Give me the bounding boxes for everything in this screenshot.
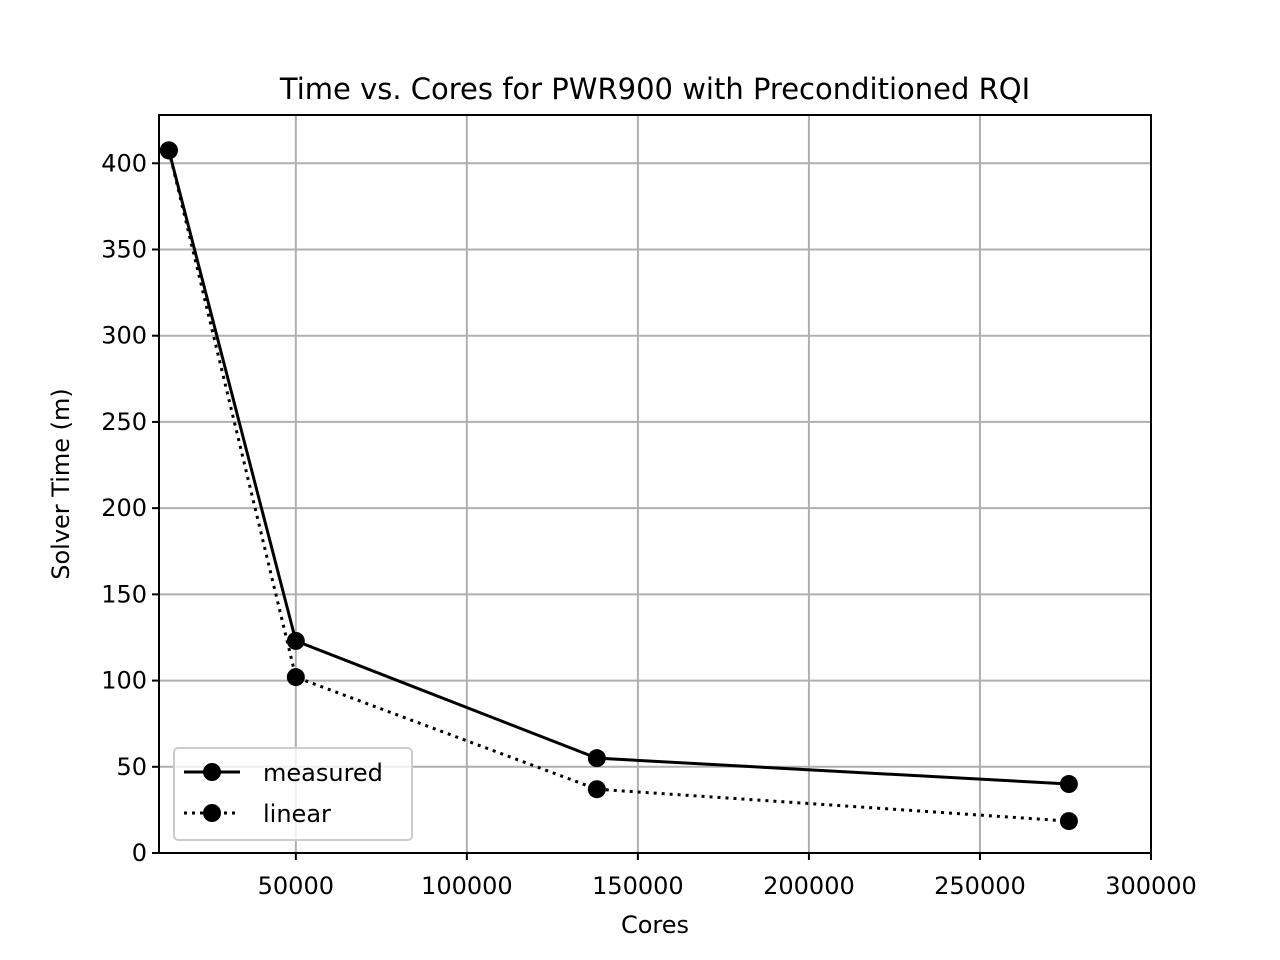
legend-label-measured: measured (263, 759, 383, 787)
legend-marker-linear (203, 804, 221, 822)
legend-label-linear: linear (263, 800, 331, 828)
chart-title: Time vs. Cores for PWR900 with Precondit… (279, 72, 1030, 106)
y-tick-label: 200 (101, 494, 147, 522)
y-tick-label: 100 (101, 667, 147, 695)
data-point-measured (286, 631, 305, 650)
y-tick-label: 400 (101, 149, 147, 177)
x-tick-label: 200000 (763, 872, 855, 900)
y-tick-label: 250 (101, 408, 147, 436)
y-tick-label: 300 (101, 322, 147, 350)
series-line-measured (167, 149, 1069, 786)
y-axis-label: Solver Time (m) (47, 388, 75, 580)
data-point-linear (286, 668, 305, 687)
x-tick-label: 150000 (592, 872, 684, 900)
x-tick-label: 300000 (1105, 872, 1197, 900)
data-point-linear (159, 141, 178, 160)
y-tick-label: 50 (116, 753, 147, 781)
plot-series (159, 141, 1078, 831)
x-tick-label: 50000 (258, 872, 334, 900)
data-point-measured (587, 749, 606, 768)
y-tick-label: 0 (132, 839, 147, 867)
data-point-linear (1059, 812, 1078, 831)
x-tick-label: 100000 (421, 872, 513, 900)
data-point-linear (587, 780, 606, 799)
y-tick-label: 350 (101, 235, 147, 263)
legend-marker-measured (203, 763, 221, 781)
data-point-measured (1059, 775, 1078, 794)
x-axis-label: Cores (621, 911, 689, 939)
plot-frame (158, 114, 1152, 854)
x-tick-label: 250000 (934, 872, 1026, 900)
legend: measured linear (173, 747, 413, 841)
y-tick-label: 150 (101, 580, 147, 608)
axis-ticks: 50000 100000 150000 200000 250000 300000 0 50 10… (101, 149, 1197, 900)
